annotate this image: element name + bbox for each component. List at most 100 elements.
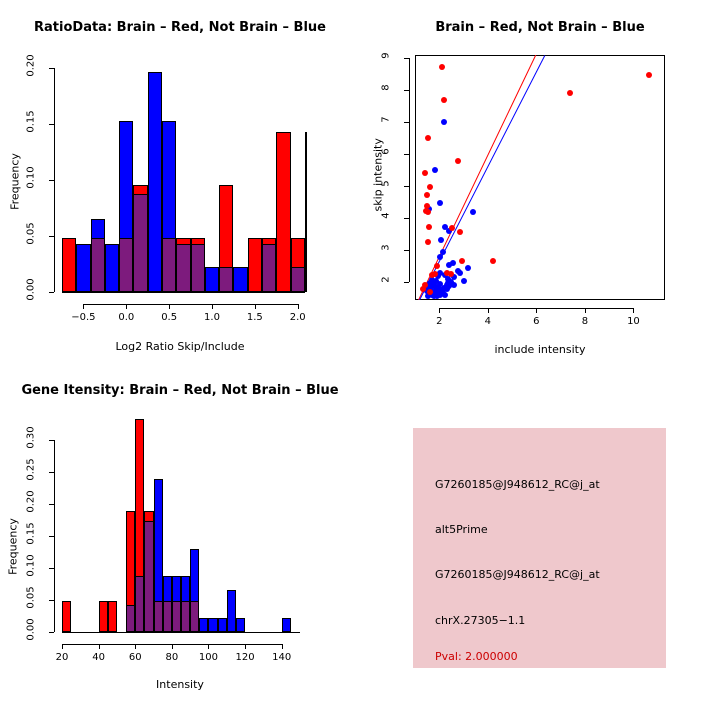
histogram-bar-overlap (261, 243, 277, 292)
gene-histogram-y-tick-label: 0.15 (25, 522, 37, 545)
scatter-point (448, 224, 455, 231)
histogram-bar (204, 267, 220, 292)
scatter-frame (415, 55, 665, 300)
scatter-point (461, 277, 468, 284)
scatter-point (431, 166, 438, 173)
scatter-point (437, 269, 444, 276)
ratio-histogram-y-axis-label: Frequency (8, 153, 22, 210)
gene-histogram-x-tick (135, 644, 137, 649)
scatter-point (455, 158, 462, 164)
histogram-bar (226, 590, 236, 632)
ratio-histogram-y-tick-label: 0.20 (25, 53, 37, 77)
scatter-y-tick-label: 5 (380, 180, 392, 187)
scatter-y-axis-line (409, 58, 410, 283)
scatter-point (433, 277, 440, 284)
scatter-x-tick-label: 6 (533, 316, 540, 327)
scatter-point (426, 223, 433, 230)
ratio-histogram-y-tick (49, 123, 54, 125)
ratio-histogram-y-tick (49, 235, 54, 237)
histogram-bar (76, 243, 91, 292)
scatter-y-tick (404, 122, 409, 124)
histogram-bar-overlap (90, 238, 105, 292)
histogram-bar (208, 617, 218, 632)
scatter-x-tick (487, 308, 489, 313)
scatter-clip (415, 55, 665, 300)
ratio-histogram-title: RatioData: Brain – Red, Not Brain – Blue (34, 20, 326, 35)
ratio-histogram-x-tick (212, 304, 213, 309)
gene-histogram-x-tick (98, 644, 100, 649)
scatter-point (445, 280, 452, 287)
ratio-histogram-y-tick-label: 0.05 (25, 222, 37, 245)
splice-event-type: alt5Prime (435, 523, 488, 536)
scatter-point (451, 281, 458, 288)
scatter-point (445, 261, 452, 268)
scatter-x-tick-label: 4 (484, 316, 491, 327)
scatter-x-tick-label: 10 (627, 316, 640, 327)
scatter-point (441, 291, 448, 298)
scatter-point (451, 273, 458, 280)
gene-histogram-x-axis-label: Intensity (156, 678, 204, 691)
histogram-bar-overlap (190, 601, 200, 632)
ratio-histogram-y-tick-label: 0.10 (25, 166, 37, 189)
histogram-bar (107, 601, 117, 632)
gene-histogram-y-tick-label: 0.20 (25, 490, 37, 513)
histogram-bar-overlap (162, 601, 172, 632)
scatter-point (430, 293, 437, 300)
gene-histogram-x-tick-label: 100 (198, 652, 218, 663)
scatter-point (566, 89, 573, 96)
scatter-y-tick-label: 4 (380, 212, 392, 220)
histogram-bar-overlap (162, 238, 177, 292)
pvalue-text: Pval: 2.000000 (435, 650, 518, 663)
gene-histogram-y-tick-label: 0.25 (25, 458, 37, 481)
gene-histogram-x-tick (281, 644, 283, 649)
scatter-point (425, 134, 432, 141)
scatter-x-tick (439, 308, 441, 313)
scatter-point (456, 270, 463, 277)
scatter-y-tick (404, 282, 409, 284)
scatter-x-tick-label: 8 (581, 316, 589, 327)
scatter-x-axis-label: include intensity (494, 343, 586, 356)
ratio-histogram-x-tick (297, 304, 299, 309)
scatter-x-tick-label: 2 (436, 316, 443, 327)
scatter-point (490, 257, 497, 264)
scatter-point (440, 118, 447, 125)
gene-histogram-x-tick (208, 644, 210, 649)
scatter-point (441, 223, 448, 230)
histogram-bar-overlap (181, 601, 191, 632)
histogram-bar-overlap (176, 243, 191, 292)
ratio-histogram-y-tick (49, 292, 54, 293)
histogram-bar-overlap (171, 601, 181, 632)
scatter-point (446, 283, 453, 290)
scatter-point (447, 271, 454, 278)
scatter-point (425, 292, 432, 299)
histogram-bar-overlap (133, 194, 148, 292)
ratio-histogram-x-tick (83, 304, 85, 309)
scatter-x-tick (584, 308, 586, 313)
gene-histogram-x-tick (245, 644, 247, 649)
scatter-x-tick (633, 308, 635, 313)
probe-id-secondary: G7260185@J948612_RC@j_at (435, 568, 600, 581)
histogram-bar (62, 238, 77, 292)
ratio-histogram-x-tick (169, 304, 171, 309)
gene-histogram-x-tick-label: 80 (165, 652, 179, 663)
ratio-histogram-x-axis-label: Log2 Ratio Skip/Include (115, 340, 245, 353)
scatter-point (646, 71, 653, 78)
scatter-point (434, 263, 441, 270)
gene-histogram-y-axis-line (54, 440, 55, 632)
ratio-histogram-baseline (62, 292, 305, 293)
histogram-bar (233, 267, 248, 292)
scatter-point (436, 254, 443, 261)
gene-histogram-x-tick (62, 644, 63, 649)
gene-histogram-x-tick (171, 644, 173, 649)
scatter-point (438, 236, 445, 243)
histogram-bar (304, 131, 307, 292)
scatter-point (425, 239, 432, 246)
gene-histogram-y-tick (49, 504, 54, 506)
ratio-histogram-x-tick-label: 1.5 (246, 312, 263, 323)
gene-histogram-y-tick (49, 600, 54, 602)
histogram-bar (217, 617, 227, 632)
scatter-y-tick (404, 90, 409, 92)
scatter-point (424, 191, 431, 198)
scatter-point (421, 281, 428, 288)
